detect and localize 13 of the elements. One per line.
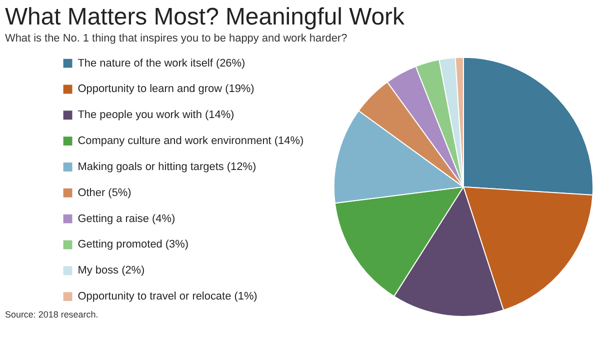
chart-subtitle: What is the No. 1 thing that inspires you to be happy and work harder? (4, 32, 348, 44)
legend-label: Opportunity to travel or relocate (1%) (78, 290, 258, 303)
legend-label: The people you work with (14%) (78, 109, 234, 122)
legend-label: Other (5%) (78, 186, 132, 199)
legend-label: Company culture and work environment (14%) (78, 135, 304, 148)
legend-label: Getting promoted (3%) (78, 238, 189, 251)
legend-label: Making goals or hitting targets (12%) (78, 160, 256, 173)
legend-label: Opportunity to learn and grow (19%) (78, 83, 254, 96)
source-note: Source: 2018 research. (4, 309, 98, 320)
chart-title: What Matters Most? Meaningful Work (4, 3, 404, 30)
legend-label: Getting a raise (4%) (78, 212, 176, 225)
legend-label: My boss (2%) (78, 264, 145, 277)
legend-label: The nature of the work itself (26%) (78, 57, 246, 70)
